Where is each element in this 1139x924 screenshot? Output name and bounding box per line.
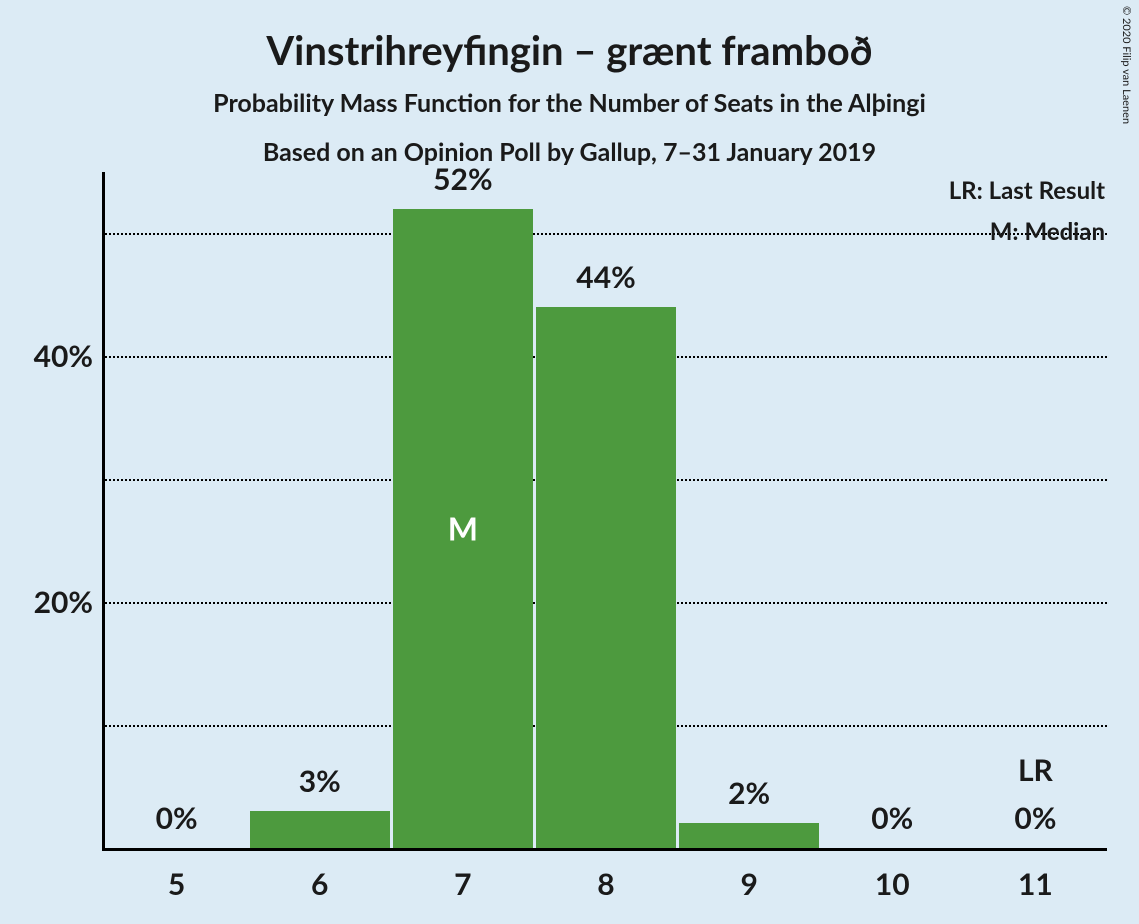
bar-value-label: 0%	[1014, 800, 1056, 836]
bar-annotation: M	[448, 509, 478, 548]
y-axis	[102, 172, 105, 851]
x-axis-label: 10	[875, 848, 910, 902]
y-axis-label: 20%	[34, 584, 105, 620]
bar-value-label: 52%	[433, 161, 492, 197]
legend: LR: Last Result M: Median	[949, 176, 1105, 246]
legend-item: M: Median	[949, 217, 1105, 246]
bar	[679, 823, 819, 848]
copyright-text: © 2020 Filip van Laenen	[1120, 6, 1133, 124]
x-axis	[102, 848, 1107, 851]
y-axis-label: 40%	[34, 338, 105, 374]
bar	[536, 307, 676, 848]
x-axis-label: 5	[168, 848, 185, 902]
x-axis-label: 6	[311, 848, 328, 902]
bar-value-label: 0%	[871, 800, 913, 836]
legend-item: LR: Last Result	[949, 176, 1105, 205]
bar-annotation: LR	[1018, 752, 1053, 788]
bar	[250, 811, 390, 848]
x-axis-label: 8	[597, 848, 614, 902]
plot-area: 20%40%0%53%652%744%82%90%100%11MLR	[105, 172, 1107, 848]
bar-value-label: 2%	[728, 775, 770, 811]
chart-subtitle-1: Probability Mass Function for the Number…	[0, 88, 1139, 118]
bar-value-label: 0%	[156, 800, 198, 836]
bar-value-label: 44%	[576, 259, 635, 295]
x-axis-label: 11	[1018, 848, 1053, 902]
chart-subtitle-2: Based on an Opinion Poll by Gallup, 7–31…	[0, 137, 1139, 167]
x-axis-label: 7	[454, 848, 471, 902]
chart-title: Vinstrihreyfingin – grænt framboð	[0, 0, 1139, 74]
bar-value-label: 3%	[299, 763, 341, 799]
x-axis-label: 9	[740, 848, 757, 902]
